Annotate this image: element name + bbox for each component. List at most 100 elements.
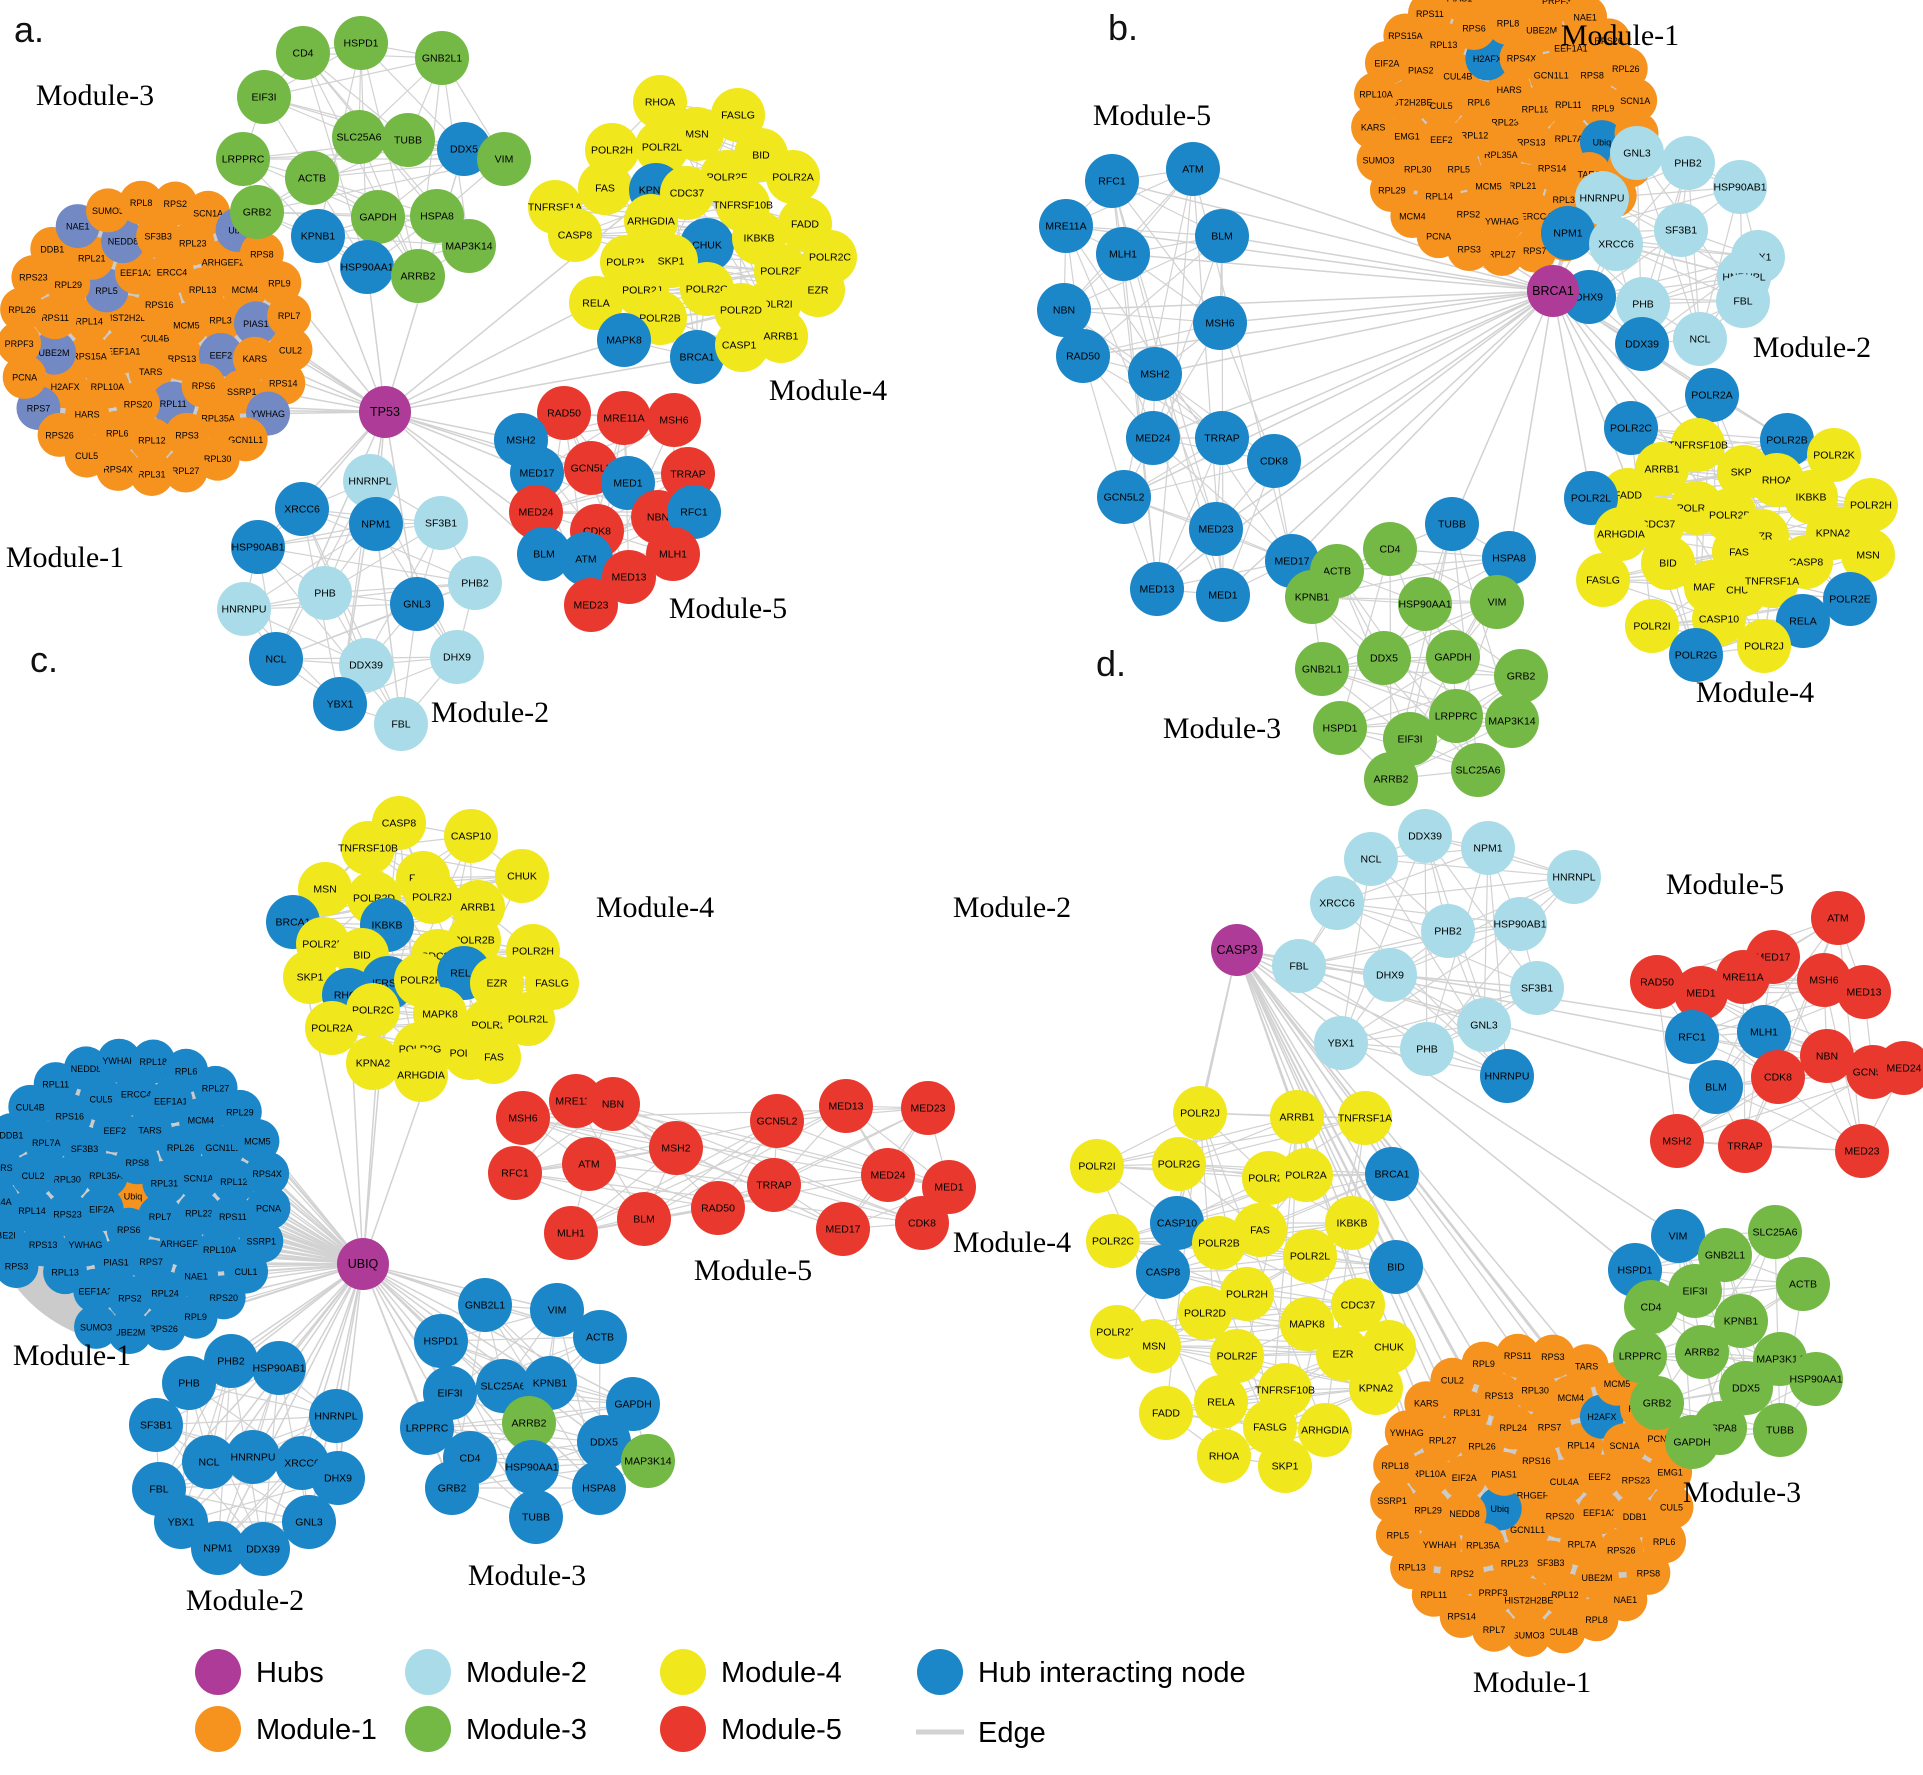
node-label-EMG1: EMG1 (1394, 132, 1420, 142)
node-EEF1A1 (101, 329, 146, 374)
node-label-MED13: MED13 (611, 572, 646, 584)
node-RPL24 (142, 1270, 187, 1315)
node-label-MED23: MED23 (1844, 1146, 1879, 1158)
node-label-PRPF3: PRPF3 (1542, 0, 1571, 6)
node-GAPDH (1665, 1415, 1719, 1469)
node-MED17 (510, 446, 564, 500)
node-VIM (477, 132, 531, 186)
node-label-NAE1: NAE1 (66, 222, 90, 232)
node-label-POLR2A: POLR2A (311, 1023, 352, 1035)
node-MED1 (1196, 568, 1250, 622)
node-label-HSP90AB1: HSP90AB1 (1713, 182, 1766, 194)
edge (1424, 835, 1538, 989)
node-label-MED1: MED1 (1686, 988, 1715, 1000)
hub-edge (1123, 290, 1554, 498)
node-label-PHB: PHB (1632, 299, 1654, 311)
node-label-MED24: MED24 (1135, 433, 1170, 445)
node-POLR2I (1625, 599, 1679, 653)
node-MED24 (861, 1148, 915, 1202)
node-label-MSN: MSN (1856, 550, 1879, 562)
node-YWHAG (1480, 198, 1525, 243)
node-label-MSN: MSN (685, 129, 708, 141)
node-label-GRB2: GRB2 (438, 1483, 467, 1495)
node-KPNB1 (291, 209, 345, 263)
legend-item-hub-interacting-node-swatch (917, 1649, 963, 1695)
node-label-NPM1: NPM1 (1473, 843, 1502, 855)
node-label-ATM: ATM (578, 1159, 599, 1171)
node-PHB2 (1421, 904, 1475, 958)
node-HSP90AA1 (1789, 1352, 1843, 1406)
panel-b-module-5: ATM RFC1 MRE11A MLH1 BLM NBN MSH6 RAD50 MSH2 MED2… (1037, 142, 1319, 622)
node-label-HSPA8: HSPA8 (420, 211, 454, 223)
node-label-SCN1A: SCN1A (1609, 1441, 1639, 1451)
node-label-DDX5: DDX5 (590, 1437, 618, 1449)
node-label-ATM: ATM (575, 554, 596, 566)
node-label-MSH6: MSH6 (508, 1113, 537, 1125)
node-label-ERCC4: ERCC4 (1521, 212, 1552, 222)
edge (155, 1415, 337, 1426)
node-label-PHB2: PHB2 (1674, 158, 1702, 170)
node-label-CUL4B: CUL4B (1549, 1627, 1578, 1637)
node-YBX1 (313, 677, 367, 731)
edge (1774, 1231, 1781, 1431)
node-ATM (562, 1137, 616, 1191)
node-label-MED24: MED24 (870, 1170, 905, 1182)
node-label-HNRNPU: HNRNPU (1580, 193, 1625, 205)
node-TNFRSF10B (341, 821, 395, 875)
node-label-RPS4X: RPS4X (252, 1169, 282, 1179)
node-label-RPS26: RPS26 (1607, 1546, 1636, 1556)
node-RPS3 (164, 412, 209, 457)
panel-letter-a: a. (14, 9, 44, 50)
panel-c-module-2-label: Module-2 (186, 1584, 304, 1617)
node-RPL18 (1373, 1443, 1418, 1488)
node-label-SUMO3: SUMO3 (1513, 1630, 1545, 1640)
edge (1336, 876, 1575, 904)
node-BRCA1 (1365, 1147, 1419, 1201)
node-label-ARRB1: ARRB1 (1279, 1112, 1314, 1124)
node-label-MCM4: MCM4 (1558, 1393, 1585, 1403)
node-label-POLR2K: POLR2K (400, 975, 441, 987)
edge (257, 546, 402, 725)
node-label-RPL12: RPL12 (138, 435, 166, 445)
node-RPL3 (198, 297, 243, 342)
node-MRE11A (1039, 199, 1093, 253)
node-label-UBE2M: UBE2M (39, 348, 70, 358)
node-GNB2L1 (458, 1278, 512, 1332)
node-label-POLR2A: POLR2A (1285, 1170, 1326, 1182)
node-label-POLR2H: POLR2H (1226, 1289, 1268, 1301)
hub-edge (1111, 180, 1554, 292)
node-label-RAD50: RAD50 (547, 408, 581, 420)
node-label-RPS7: RPS7 (1538, 1423, 1562, 1433)
node-CDC37 (1331, 1278, 1385, 1332)
node-MAP3K14 (621, 1434, 675, 1488)
node-label-MSH2: MSH2 (1140, 369, 1169, 381)
node-label-RPS14: RPS14 (1447, 1612, 1476, 1622)
hub-edge (1273, 290, 1554, 462)
node-SLC25A6 (1451, 743, 1505, 797)
node-label-RPS3: RPS3 (175, 430, 199, 440)
node-PHB (1616, 277, 1670, 331)
node-label-EEF1A2: EEF1A2 (120, 268, 154, 278)
node-label-RPL26: RPL26 (167, 1143, 195, 1153)
node-EIF3I (1668, 1264, 1722, 1318)
node-POLR2E (1823, 572, 1877, 626)
node-POLR2L (1564, 471, 1618, 525)
hub-label-CASP3: CASP3 (1217, 943, 1258, 957)
node-RPL12 (1542, 1572, 1587, 1617)
node-TUBB (509, 1490, 563, 1544)
node-KPNA2 (346, 1036, 400, 1090)
node-MED24 (1126, 411, 1180, 465)
node-label-RPL6: RPL6 (106, 428, 129, 438)
node-label-YWHAH: YWHAH (1423, 1540, 1457, 1550)
node-GAPDH (606, 1377, 660, 1431)
node-label-RPL9: RPL9 (268, 279, 291, 289)
node-label-SF3B1: SF3B1 (425, 518, 457, 530)
node-label-MAPK8: MAPK8 (606, 335, 642, 347)
node-label-GAPDH: GAPDH (614, 1399, 651, 1411)
node-label-RPS6: RPS6 (192, 381, 216, 391)
node-NCL (182, 1435, 236, 1489)
node-POLR2H (1844, 478, 1898, 532)
